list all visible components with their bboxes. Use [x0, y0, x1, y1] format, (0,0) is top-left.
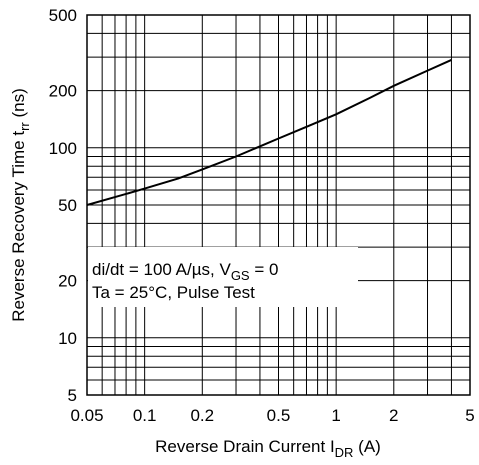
x-axis-label-main: Reverse Drain Current I — [155, 437, 335, 456]
x-axis-label-unit: (A) — [353, 437, 380, 456]
annotation-line-2: Ta = 25°C, Pulse Test — [92, 283, 255, 302]
y-axis-label-subscript: rr — [17, 122, 32, 131]
y-tick-label: 20 — [58, 272, 77, 291]
x-tick-label: 0.05 — [70, 406, 103, 425]
x-axis-label-subscript: DR — [335, 445, 354, 460]
annotation-box: di/dt = 100 A/µs, VGS = 0 Ta = 25°C, Pul… — [88, 247, 358, 307]
y-tick-label: 10 — [58, 329, 77, 348]
y-tick-label: 100 — [49, 139, 77, 158]
y-tick-label: 200 — [49, 82, 77, 101]
y-tick-labels: 500 200 100 50 20 10 5 — [49, 6, 77, 405]
x-axis-label: Reverse Drain Current IDR (A) — [155, 437, 381, 460]
y-tick-label: 50 — [58, 196, 77, 215]
annotation-background — [88, 247, 358, 307]
y-axis-label-unit: (ns) — [9, 88, 28, 122]
y-axis-label: Reverse Recovery Time trr (ns) — [9, 88, 32, 322]
annotation-line-1: di/dt = 100 A/µs, VGS = 0 — [92, 260, 278, 283]
annotation-line-1-text: di/dt = 100 A/µs, V — [92, 260, 231, 279]
x-tick-label: 5 — [465, 406, 474, 425]
x-tick-label: 0.1 — [133, 406, 157, 425]
y-tick-label: 5 — [68, 386, 77, 405]
x-tick-labels: 0.05 0.1 0.2 0.5 1 2 5 — [70, 406, 474, 425]
x-tick-label: 1 — [331, 406, 340, 425]
x-tick-label: 0.5 — [267, 406, 291, 425]
y-axis-label-main: Reverse Recovery Time t — [9, 131, 28, 322]
annotation-line-1-suffix: = 0 — [250, 260, 279, 279]
series-line — [86, 58, 452, 206]
grid — [87, 15, 470, 395]
x-tick-label: 0.2 — [190, 406, 214, 425]
x-tick-label: 2 — [389, 406, 398, 425]
y-tick-label: 500 — [49, 6, 77, 25]
annotation-line-1-subscript: GS — [231, 268, 250, 283]
